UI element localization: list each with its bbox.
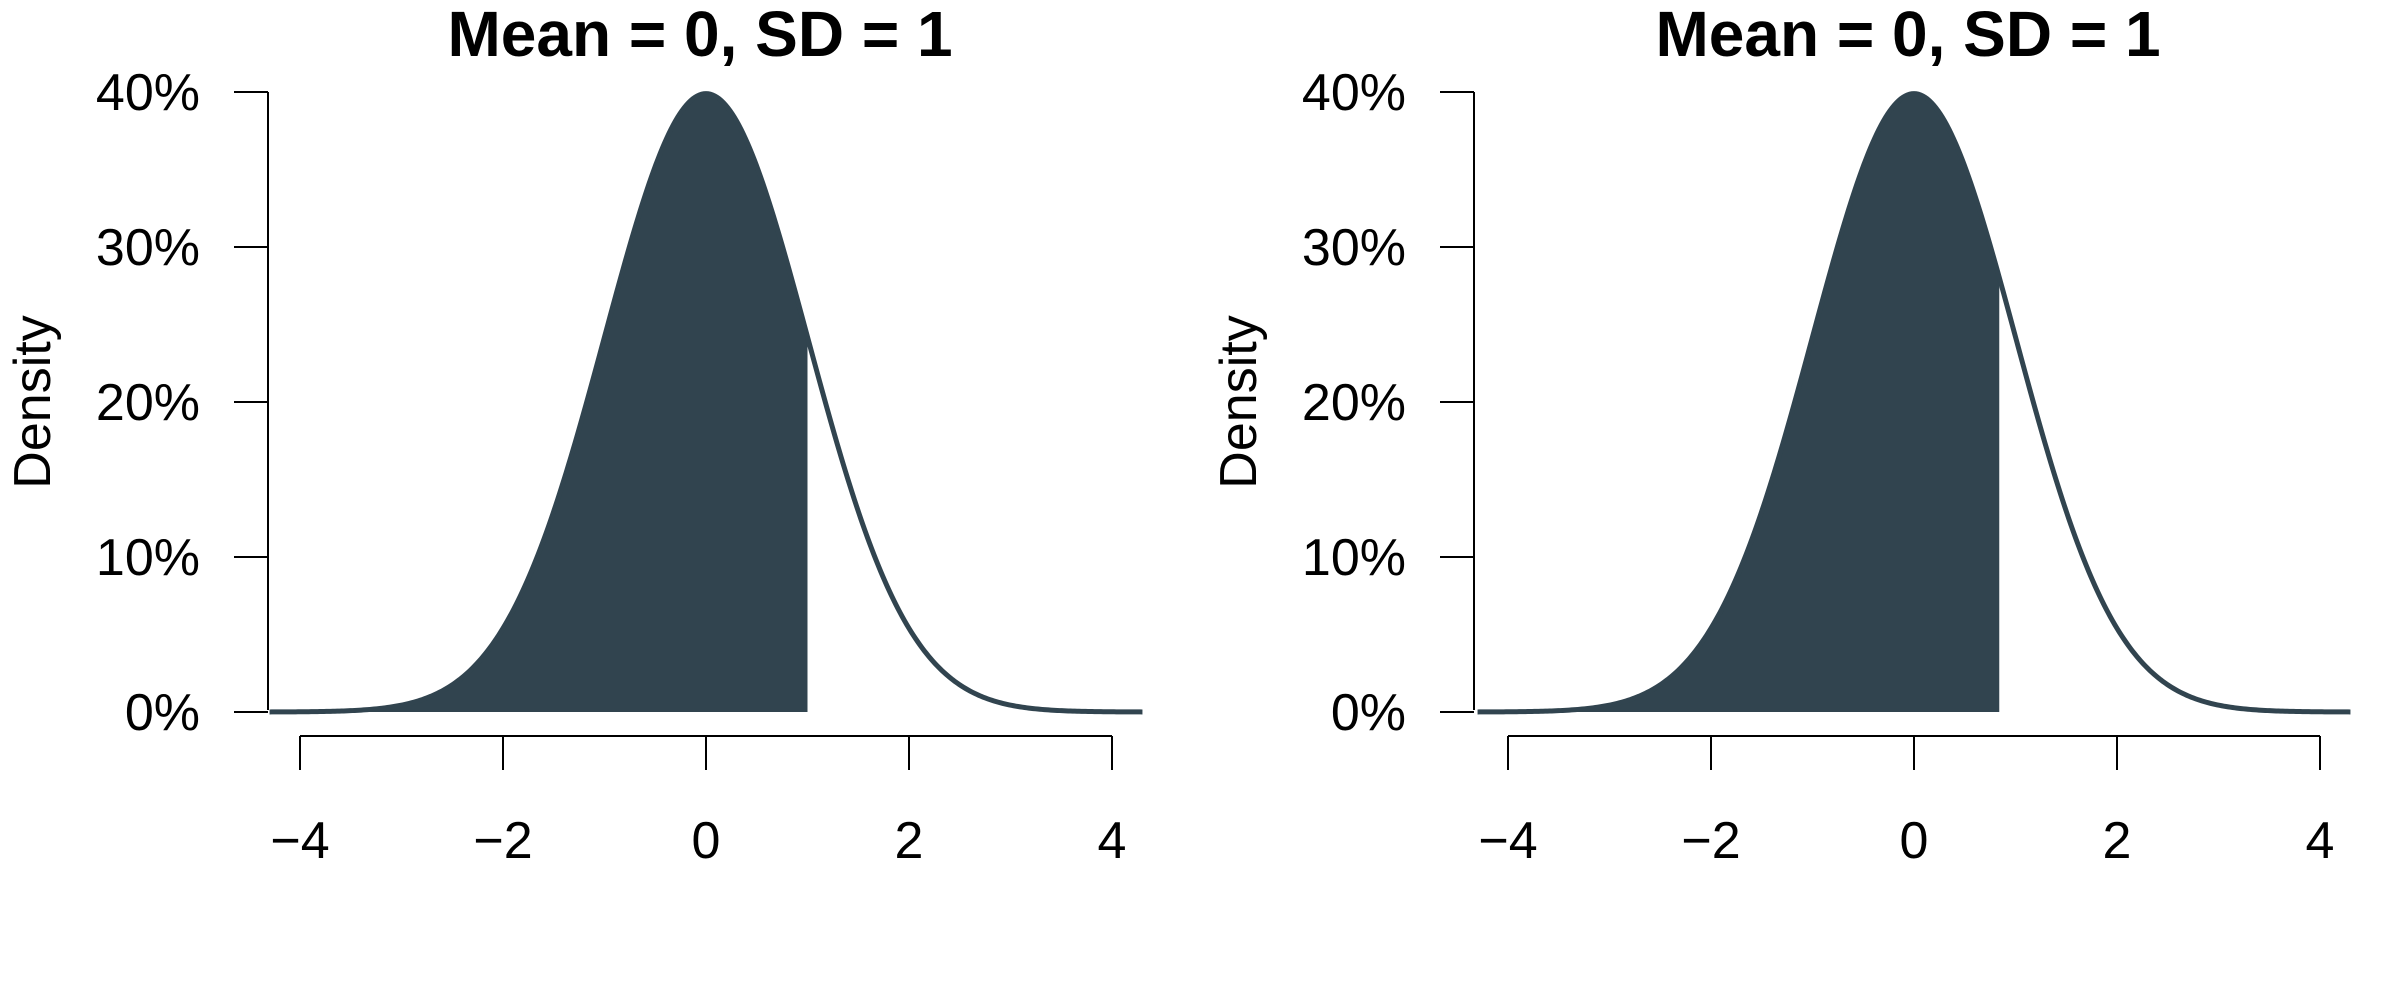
density-curve [1477,91,2351,715]
chart-title: Mean = 0, SD = 1 [1655,0,2160,70]
y-axis-label: Density [1210,315,1268,488]
y-tick-label: 40% [1302,64,1406,122]
shaded-area [1477,93,2000,712]
x-tick-label: 4 [1098,812,1127,870]
x-tick-label: 0 [1900,812,1929,870]
x-tick-label: −2 [1681,812,1740,870]
x-tick-label: 0 [692,812,721,870]
y-tick-label: 20% [1302,374,1406,432]
panel-left: Mean = 0, SD = 1 Density 0% 10% 20% 30% … [4,0,1143,870]
x-tick-label: 2 [2103,812,2132,870]
x-tick-label: 4 [2306,812,2335,870]
shaded-area [269,93,808,712]
chart-title: Mean = 0, SD = 1 [447,0,952,70]
y-tick-label: 30% [1302,219,1406,277]
x-tick-label: 2 [895,812,924,870]
y-tick-label: 40% [96,64,200,122]
y-tick-label: 0% [1331,684,1406,742]
x-tick-label: −2 [473,812,532,870]
y-axis-label: Density [4,315,62,488]
panel-right: Mean = 0, SD = 1 Density 0% 10% 20% 30% … [1210,0,2351,870]
y-tick-label: 10% [96,529,200,587]
x-tick-label: −4 [270,812,329,870]
x-tick-label: −4 [1478,812,1537,870]
y-tick-label: 0% [125,684,200,742]
y-tick-label: 30% [96,219,200,277]
y-tick-label: 10% [1302,529,1406,587]
y-tick-label: 20% [96,374,200,432]
density-curve [269,91,1143,715]
